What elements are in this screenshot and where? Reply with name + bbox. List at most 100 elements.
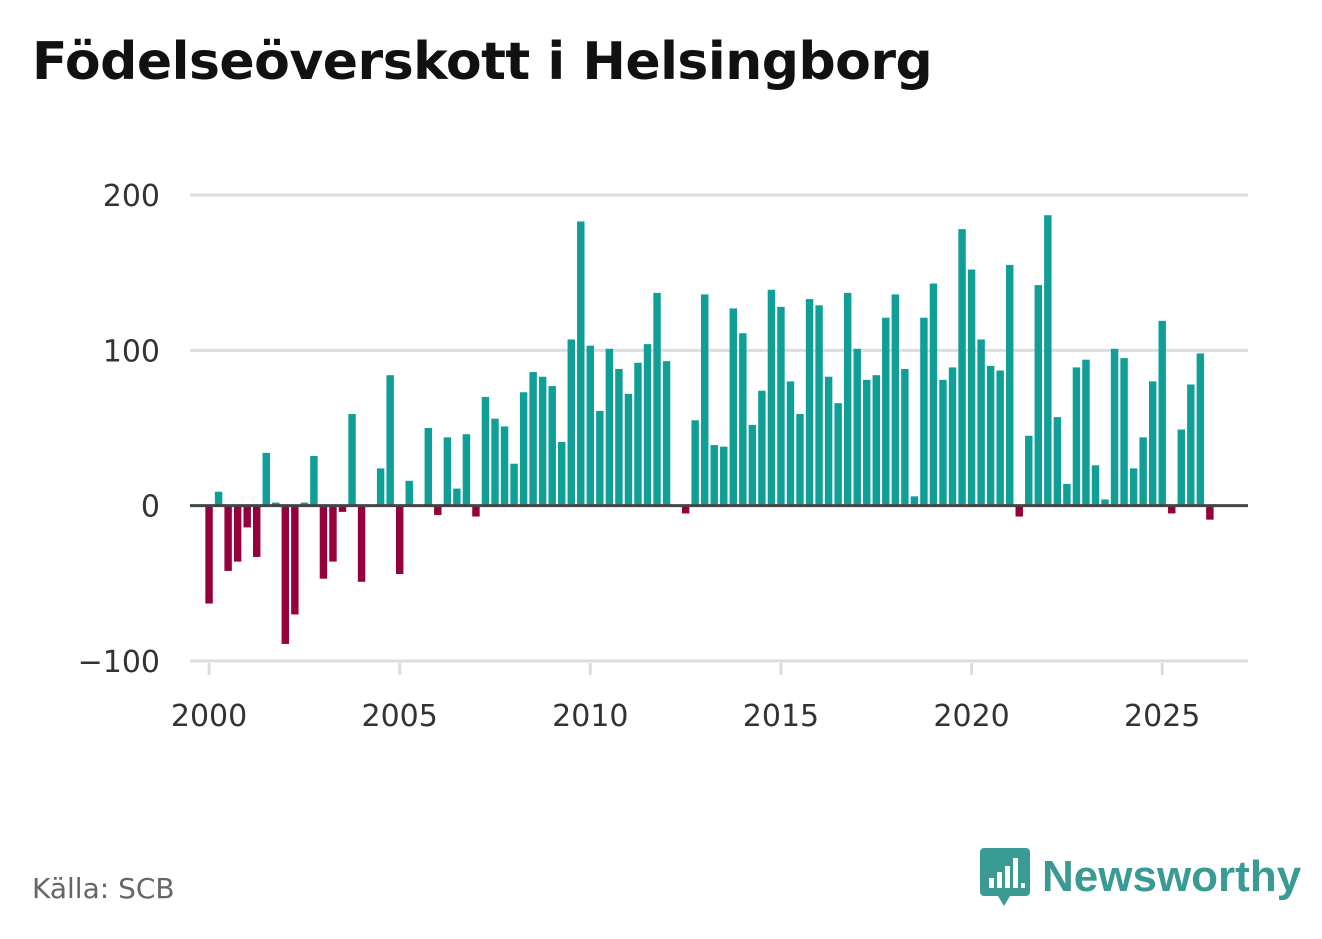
bars bbox=[205, 215, 1214, 644]
grid-lines bbox=[190, 193, 1248, 663]
bar bbox=[596, 410, 604, 506]
bar bbox=[424, 428, 433, 506]
bar bbox=[729, 308, 738, 506]
y-tick-label: −100 bbox=[78, 645, 160, 680]
bar bbox=[767, 289, 776, 506]
bar bbox=[901, 368, 909, 506]
bar bbox=[338, 505, 347, 512]
bar bbox=[1187, 384, 1195, 506]
brand-logo: Newsworthy bbox=[980, 848, 1301, 906]
bar bbox=[977, 339, 985, 506]
bar bbox=[710, 445, 718, 506]
bar bbox=[310, 455, 318, 506]
bar bbox=[481, 396, 490, 506]
bar bbox=[329, 505, 337, 562]
bar bbox=[300, 502, 309, 506]
bar bbox=[691, 420, 699, 506]
bar bbox=[891, 294, 900, 506]
bar bbox=[1158, 320, 1166, 506]
bar bbox=[720, 446, 728, 506]
bar bbox=[281, 505, 290, 644]
bar bbox=[243, 505, 251, 528]
bar bbox=[395, 505, 404, 575]
x-tick-label: 2005 bbox=[362, 699, 438, 734]
bar bbox=[1206, 505, 1214, 520]
bar bbox=[758, 390, 766, 506]
bar bbox=[634, 362, 642, 506]
bar bbox=[453, 488, 461, 506]
bar bbox=[939, 379, 947, 506]
bar bbox=[1015, 505, 1023, 517]
bar bbox=[967, 269, 976, 506]
bar bbox=[386, 375, 394, 506]
bar bbox=[986, 365, 995, 506]
x-tick-label: 2020 bbox=[933, 699, 1009, 734]
bar bbox=[291, 505, 299, 615]
bar bbox=[434, 505, 442, 515]
bar bbox=[1196, 353, 1205, 506]
bar bbox=[920, 317, 928, 506]
bar bbox=[615, 368, 623, 506]
bar bbox=[863, 379, 871, 506]
bar bbox=[786, 381, 795, 506]
bar bbox=[567, 339, 575, 506]
y-tick-label: 0 bbox=[141, 490, 160, 525]
bar bbox=[443, 437, 452, 506]
bar bbox=[653, 292, 661, 506]
bar bbox=[519, 392, 528, 506]
bar bbox=[1091, 465, 1100, 506]
bar bbox=[405, 480, 413, 506]
bar bbox=[491, 418, 499, 506]
bar bbox=[910, 496, 919, 506]
bar bbox=[843, 292, 852, 506]
x-tick-label: 2000 bbox=[171, 699, 247, 734]
bar bbox=[1044, 215, 1052, 506]
bar bbox=[1120, 358, 1128, 506]
bar bbox=[577, 221, 585, 506]
bar bbox=[472, 505, 480, 517]
bar bbox=[824, 376, 833, 506]
bar bbox=[1005, 264, 1014, 506]
bar bbox=[348, 414, 356, 506]
bar bbox=[586, 345, 595, 506]
bar bbox=[233, 505, 242, 562]
bar bbox=[376, 468, 385, 506]
y-tick-label: 100 bbox=[103, 334, 160, 369]
bar bbox=[1034, 285, 1043, 506]
bar bbox=[272, 502, 280, 506]
bar bbox=[462, 434, 471, 506]
bar bbox=[510, 463, 518, 506]
bar bbox=[538, 376, 547, 506]
bar bbox=[1082, 359, 1090, 506]
bar bbox=[777, 306, 785, 506]
chart-title: Födelseöverskott i Helsingborg bbox=[32, 32, 933, 92]
bar bbox=[958, 229, 966, 506]
bar bbox=[1025, 435, 1033, 506]
bar bbox=[253, 505, 261, 557]
bar bbox=[1053, 417, 1062, 506]
bar bbox=[948, 367, 957, 506]
bar bbox=[529, 372, 537, 506]
brand-name: Newsworthy bbox=[1042, 852, 1302, 901]
bar bbox=[929, 283, 938, 506]
bar bbox=[739, 333, 747, 506]
bar bbox=[319, 505, 328, 579]
y-axis: −100 0 100 200 bbox=[78, 179, 160, 680]
bar bbox=[996, 370, 1004, 506]
bar bbox=[624, 393, 633, 506]
x-tick-label: 2015 bbox=[743, 699, 819, 734]
x-axis: 2000 2005 2010 2015 2020 2025 bbox=[171, 663, 1200, 734]
x-tick-label: 2025 bbox=[1124, 699, 1200, 734]
bar bbox=[853, 348, 861, 506]
bar bbox=[1148, 381, 1157, 506]
bar bbox=[558, 441, 566, 506]
bar bbox=[500, 426, 509, 506]
x-tick-label: 2010 bbox=[552, 699, 628, 734]
bar bbox=[1063, 483, 1071, 506]
bar bbox=[834, 403, 842, 506]
newsworthy-logo-icon bbox=[980, 848, 1030, 906]
source-label: Källa: SCB bbox=[32, 872, 175, 905]
bar bbox=[1139, 437, 1147, 506]
bar bbox=[357, 505, 366, 582]
